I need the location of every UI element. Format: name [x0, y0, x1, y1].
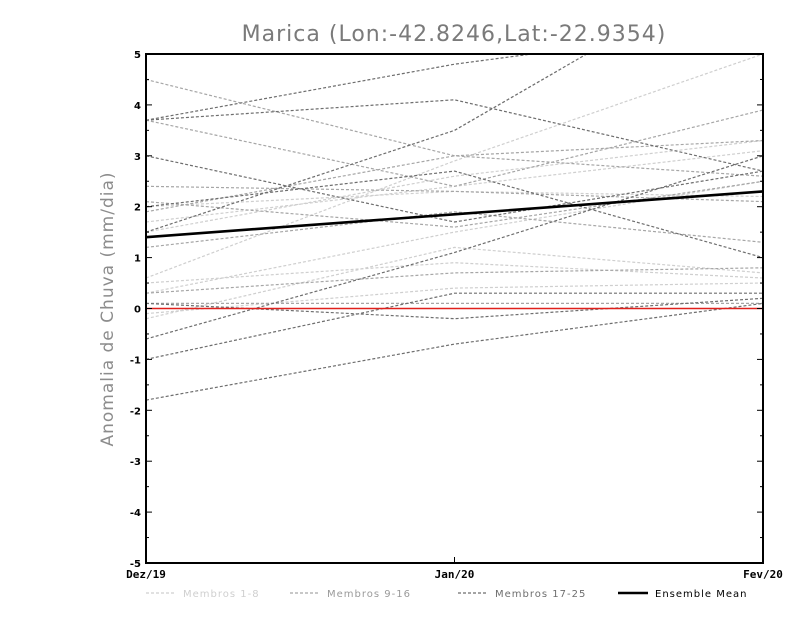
y-tick-label: -2 [130, 406, 141, 417]
member-line-group1-7 [146, 190, 763, 208]
member-line-group3-7 [146, 292, 763, 360]
member-line-group2-7 [146, 185, 763, 203]
y-tick-label: -5 [130, 559, 141, 570]
ensemble-mean-line [146, 190, 763, 239]
x-tick-label: Fev/20 [743, 568, 783, 581]
x-tick-label: Dez/19 [126, 568, 166, 581]
y-tick-label: -3 [130, 457, 141, 468]
y-tick-label: 0 [134, 305, 141, 316]
y-axis-label: Anomalia de Chuva (mm/dia) [98, 171, 118, 446]
series-layer [146, 54, 763, 401]
member-line-group1-5 [146, 246, 763, 320]
member-line-group1-3 [146, 139, 763, 233]
member-line-group2-2 [146, 109, 763, 187]
chart-title: Marica (Lon:-42.8246,Lat:-22.9354) [242, 22, 667, 47]
member-line-group1-8 [146, 282, 763, 315]
legend: Membros 1-8 Membros 9-16 Membros 17-25 Ense… [146, 589, 747, 600]
y-tick-label: 5 [134, 50, 141, 61]
y-tick-label: 2 [134, 203, 141, 214]
member-line-group3-5 [146, 170, 763, 259]
y-tick-label: -4 [130, 508, 141, 519]
member-line-group3-3 [146, 99, 763, 172]
member-line-group2-4 [146, 180, 763, 228]
member-line-group2-5 [146, 211, 763, 248]
member-line-group3-4 [146, 155, 763, 223]
member-line-group2-1 [146, 78, 763, 177]
legend-label-4: Ensemble Mean [655, 589, 747, 600]
y-tick-label: -1 [130, 355, 141, 366]
x-tick-label: Jan/20 [435, 568, 475, 581]
legend-label-1: Membros 1-8 [183, 589, 260, 600]
legend-label-2: Membros 9-16 [327, 589, 411, 600]
y-tick-label: 1 [134, 254, 141, 265]
member-line-group3-6 [146, 155, 763, 340]
member-line-group1-2 [146, 54, 763, 279]
member-line-group2-6 [146, 267, 763, 294]
member-line-group1-6 [146, 262, 763, 284]
member-line-group3-8 [146, 302, 763, 401]
legend-label-3: Membros 17-25 [495, 589, 586, 600]
y-tick-label: 4 [134, 101, 141, 112]
y-tick-label: 3 [134, 152, 141, 163]
